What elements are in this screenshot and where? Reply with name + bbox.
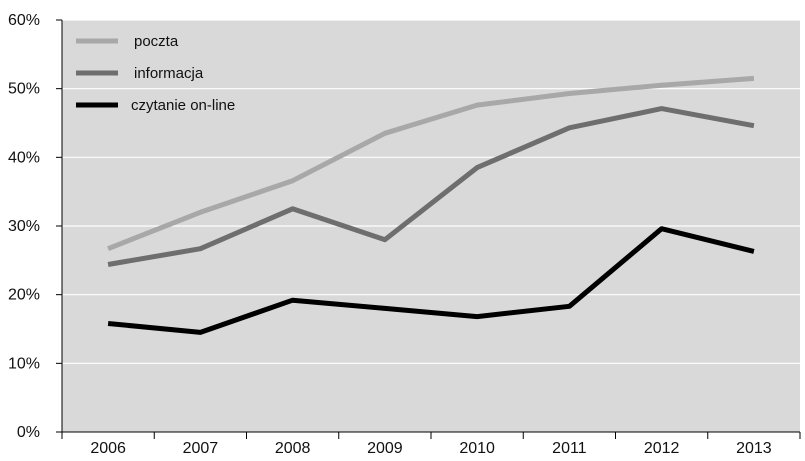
series-line-2 [107, 226, 755, 335]
y-tick-label: 50% [8, 81, 40, 98]
x-tick-label: 2011 [552, 440, 587, 457]
series-line-0 [107, 75, 755, 252]
x-tick-label: 2008 [275, 440, 311, 457]
x-tick-label: 2012 [644, 440, 680, 457]
y-tick-label: 40% [8, 149, 40, 166]
x-tick-label: 2007 [183, 440, 219, 457]
y-tick-label: 60% [8, 12, 40, 29]
series-line-1 [107, 106, 755, 267]
legend-label: poczta [134, 33, 179, 50]
series-lines [107, 75, 755, 335]
x-tick-label: 2010 [459, 440, 495, 457]
grid-lines [62, 19, 800, 364]
legend-label: informacja [134, 65, 204, 82]
legend: poczta informacja czytanie on-line [76, 33, 235, 114]
x-tick-label: 2013 [736, 440, 772, 457]
x-tick-label: 2006 [90, 440, 126, 457]
y-tick-label: 20% [8, 287, 40, 304]
y-tick-label: 10% [8, 355, 40, 372]
y-tick-label: 30% [8, 218, 40, 235]
legend-label: czytanie on-line [131, 97, 235, 114]
axes: 0% 10% 20% 30% 40% 50% 60% 2006 2007 2008 2009 2010… [8, 12, 801, 457]
x-tick-label: 2009 [367, 440, 403, 457]
y-tick-label: 0% [17, 424, 40, 441]
